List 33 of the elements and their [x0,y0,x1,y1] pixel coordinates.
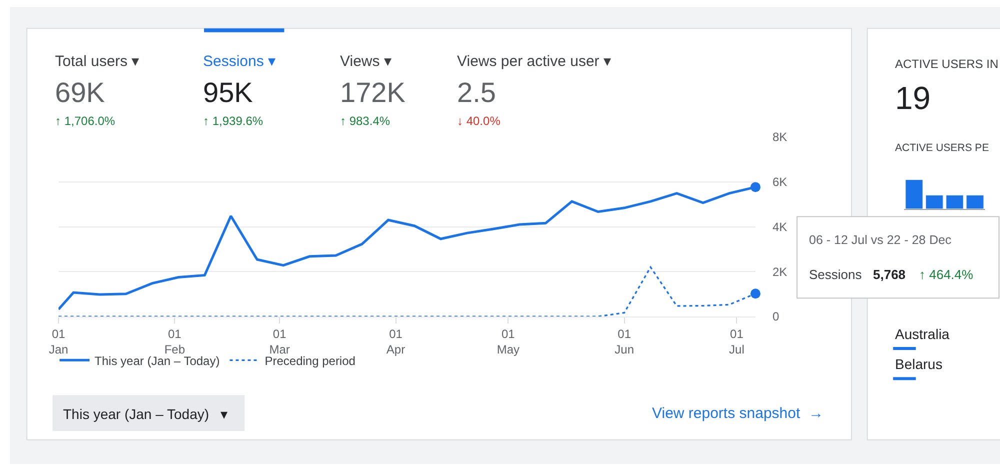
text: 5,768 [873,267,906,282]
x-tick-label: 01 Jul [729,326,744,357]
text: ↑ 1,706.0% [55,114,116,128]
text: This year (Jan – Today) ▾ [63,406,228,422]
y-tick-label: 0 [772,310,780,324]
y-tick-label: 8K [772,130,788,144]
y-tick-label: 4K [772,220,788,234]
y-tick-label: 6K [772,175,788,190]
text: Sessions [809,267,862,282]
text: ↑ 983.4% [340,114,390,128]
x-tick-label: 01 May [496,326,520,357]
text: ↑ 464.4% [919,267,974,282]
text: Views ▾ [340,53,392,70]
text: 172K [340,77,406,108]
y-tick-label: 2K [772,264,788,279]
x-tick-label: 01 Jan [48,326,68,357]
text: View reports snapshot → [652,405,824,422]
text: Total users ▾ [55,53,140,70]
text: Sessions ▾ [203,53,276,70]
text: Belarus [895,356,942,372]
text: ACTIVE USERS IN [895,57,998,71]
text: ↑ 1,939.6% [203,114,264,128]
x-tick-label: 01 Apr [386,326,406,357]
text: ↓ 40.0% [457,114,501,128]
text: 06 - 12 Jul vs 22 - 28 Dec [809,233,952,247]
text: 69K [55,77,106,108]
text: 95K [203,77,254,108]
text: 19 [895,80,931,116]
text: 2.5 [457,77,496,108]
x-tick-label: 01 Jun [614,326,634,357]
text: Views per active user ▾ [457,53,612,70]
text: Australia [895,326,950,342]
chart-title: ACTIVE USERS PE [895,142,989,154]
